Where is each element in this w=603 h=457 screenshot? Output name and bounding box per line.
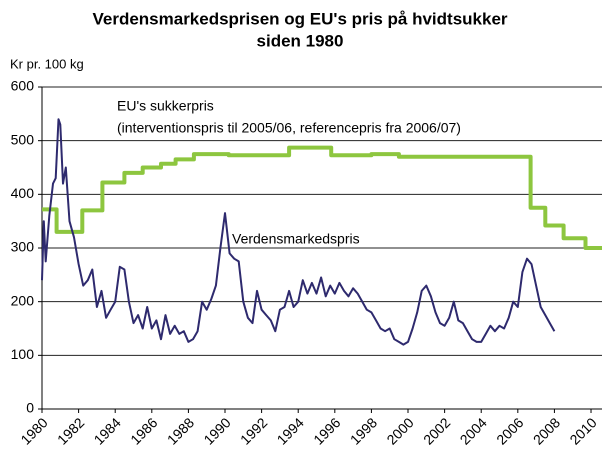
x-tick-label: 1996	[310, 414, 343, 447]
x-tick-label: 1990	[200, 414, 233, 447]
x-tick-label: 1988	[164, 414, 197, 447]
annotation: Verdensmarkedspris	[232, 231, 360, 247]
y-tick-label: 500	[11, 131, 35, 147]
annotation: EU's sukkerpris	[117, 98, 214, 114]
x-tick-label: 1986	[127, 414, 160, 447]
x-tick-label: 2008	[530, 414, 563, 447]
x-tick-label: 1984	[91, 414, 124, 447]
annotation: (interventionspris til 2005/06, referenc…	[117, 120, 461, 136]
series-line	[41, 118, 556, 346]
chart-subtitle: siden 1980	[257, 31, 344, 50]
x-tick-label: 2004	[457, 414, 490, 447]
x-tick-label: 1992	[237, 414, 270, 447]
y-tick-label: 600	[11, 78, 35, 94]
x-tick-label: 1998	[347, 414, 380, 447]
x-tick-label: 1994	[274, 414, 307, 447]
series-line	[42, 145, 602, 250]
x-tick-label: 2006	[493, 414, 526, 447]
y-axis-label: Kr pr. 100 kg	[10, 56, 84, 71]
y-tick-label: 100	[11, 346, 35, 362]
x-tick-label: 1982	[54, 414, 87, 447]
y-tick-label: 200	[11, 292, 35, 308]
y-tick-label: 0	[26, 400, 34, 416]
x-tick-label: 2002	[420, 414, 453, 447]
chart-title: Verdensmarkedsprisen og EU's pris på hvi…	[92, 9, 507, 28]
x-tick-label: 2010	[566, 414, 599, 447]
y-tick-label: 400	[11, 185, 35, 201]
y-tick-label: 300	[11, 239, 35, 255]
x-tick-label: 1980	[17, 414, 50, 447]
x-tick-label: 2000	[383, 414, 416, 447]
